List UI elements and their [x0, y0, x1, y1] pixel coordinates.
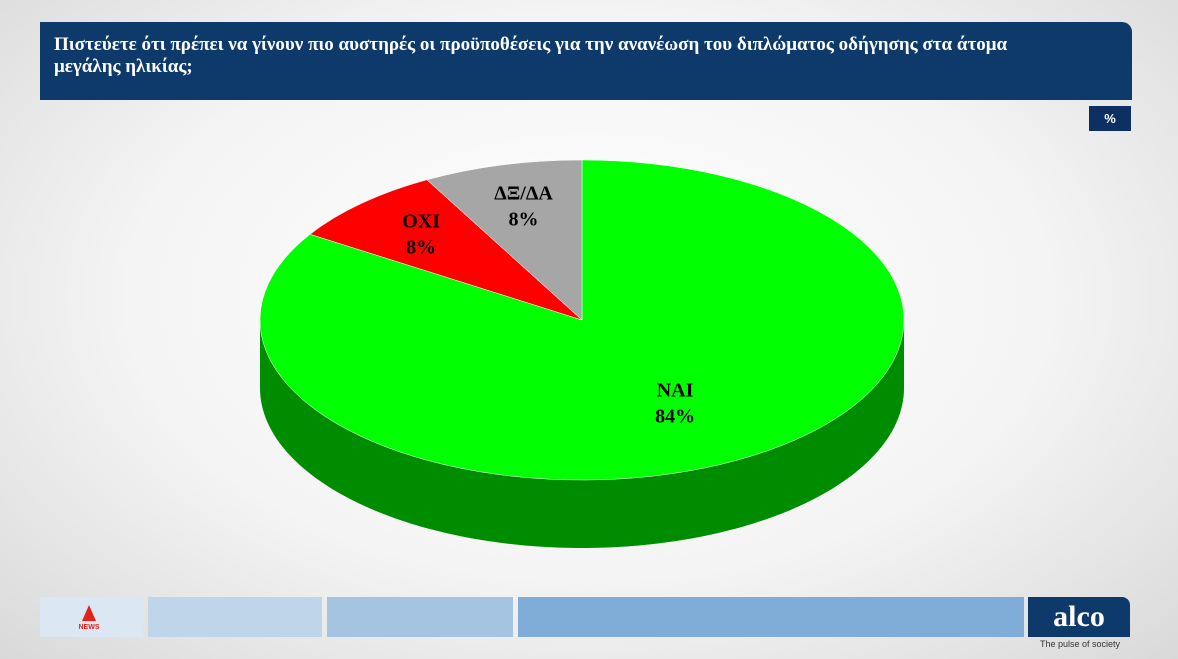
slice-value-label: 8% — [509, 208, 539, 230]
footer-bar — [518, 597, 1024, 637]
pie-slice — [309, 179, 583, 321]
brand: alco — [1028, 597, 1130, 637]
pie-slice-side — [260, 320, 904, 548]
footer-bar — [327, 597, 513, 637]
tagline: The pulse of society — [1039, 639, 1121, 649]
slice-label: ΝΑΙ — [657, 380, 694, 402]
pie-slice — [426, 159, 583, 321]
logo: NEWS — [76, 605, 102, 631]
slice-value-label: 8% — [406, 236, 436, 258]
footer-bar — [148, 597, 322, 637]
unit-label: % — [1089, 106, 1131, 131]
slice-label: ΟΧΙ — [402, 210, 440, 232]
slice-value-label: 84% — [655, 406, 695, 428]
chart-title: Πιστεύετε ότι πρέπει να γίνουν πιο αυστη… — [40, 22, 1132, 100]
slice-label: ΔΞ/ΔΑ — [494, 182, 553, 204]
